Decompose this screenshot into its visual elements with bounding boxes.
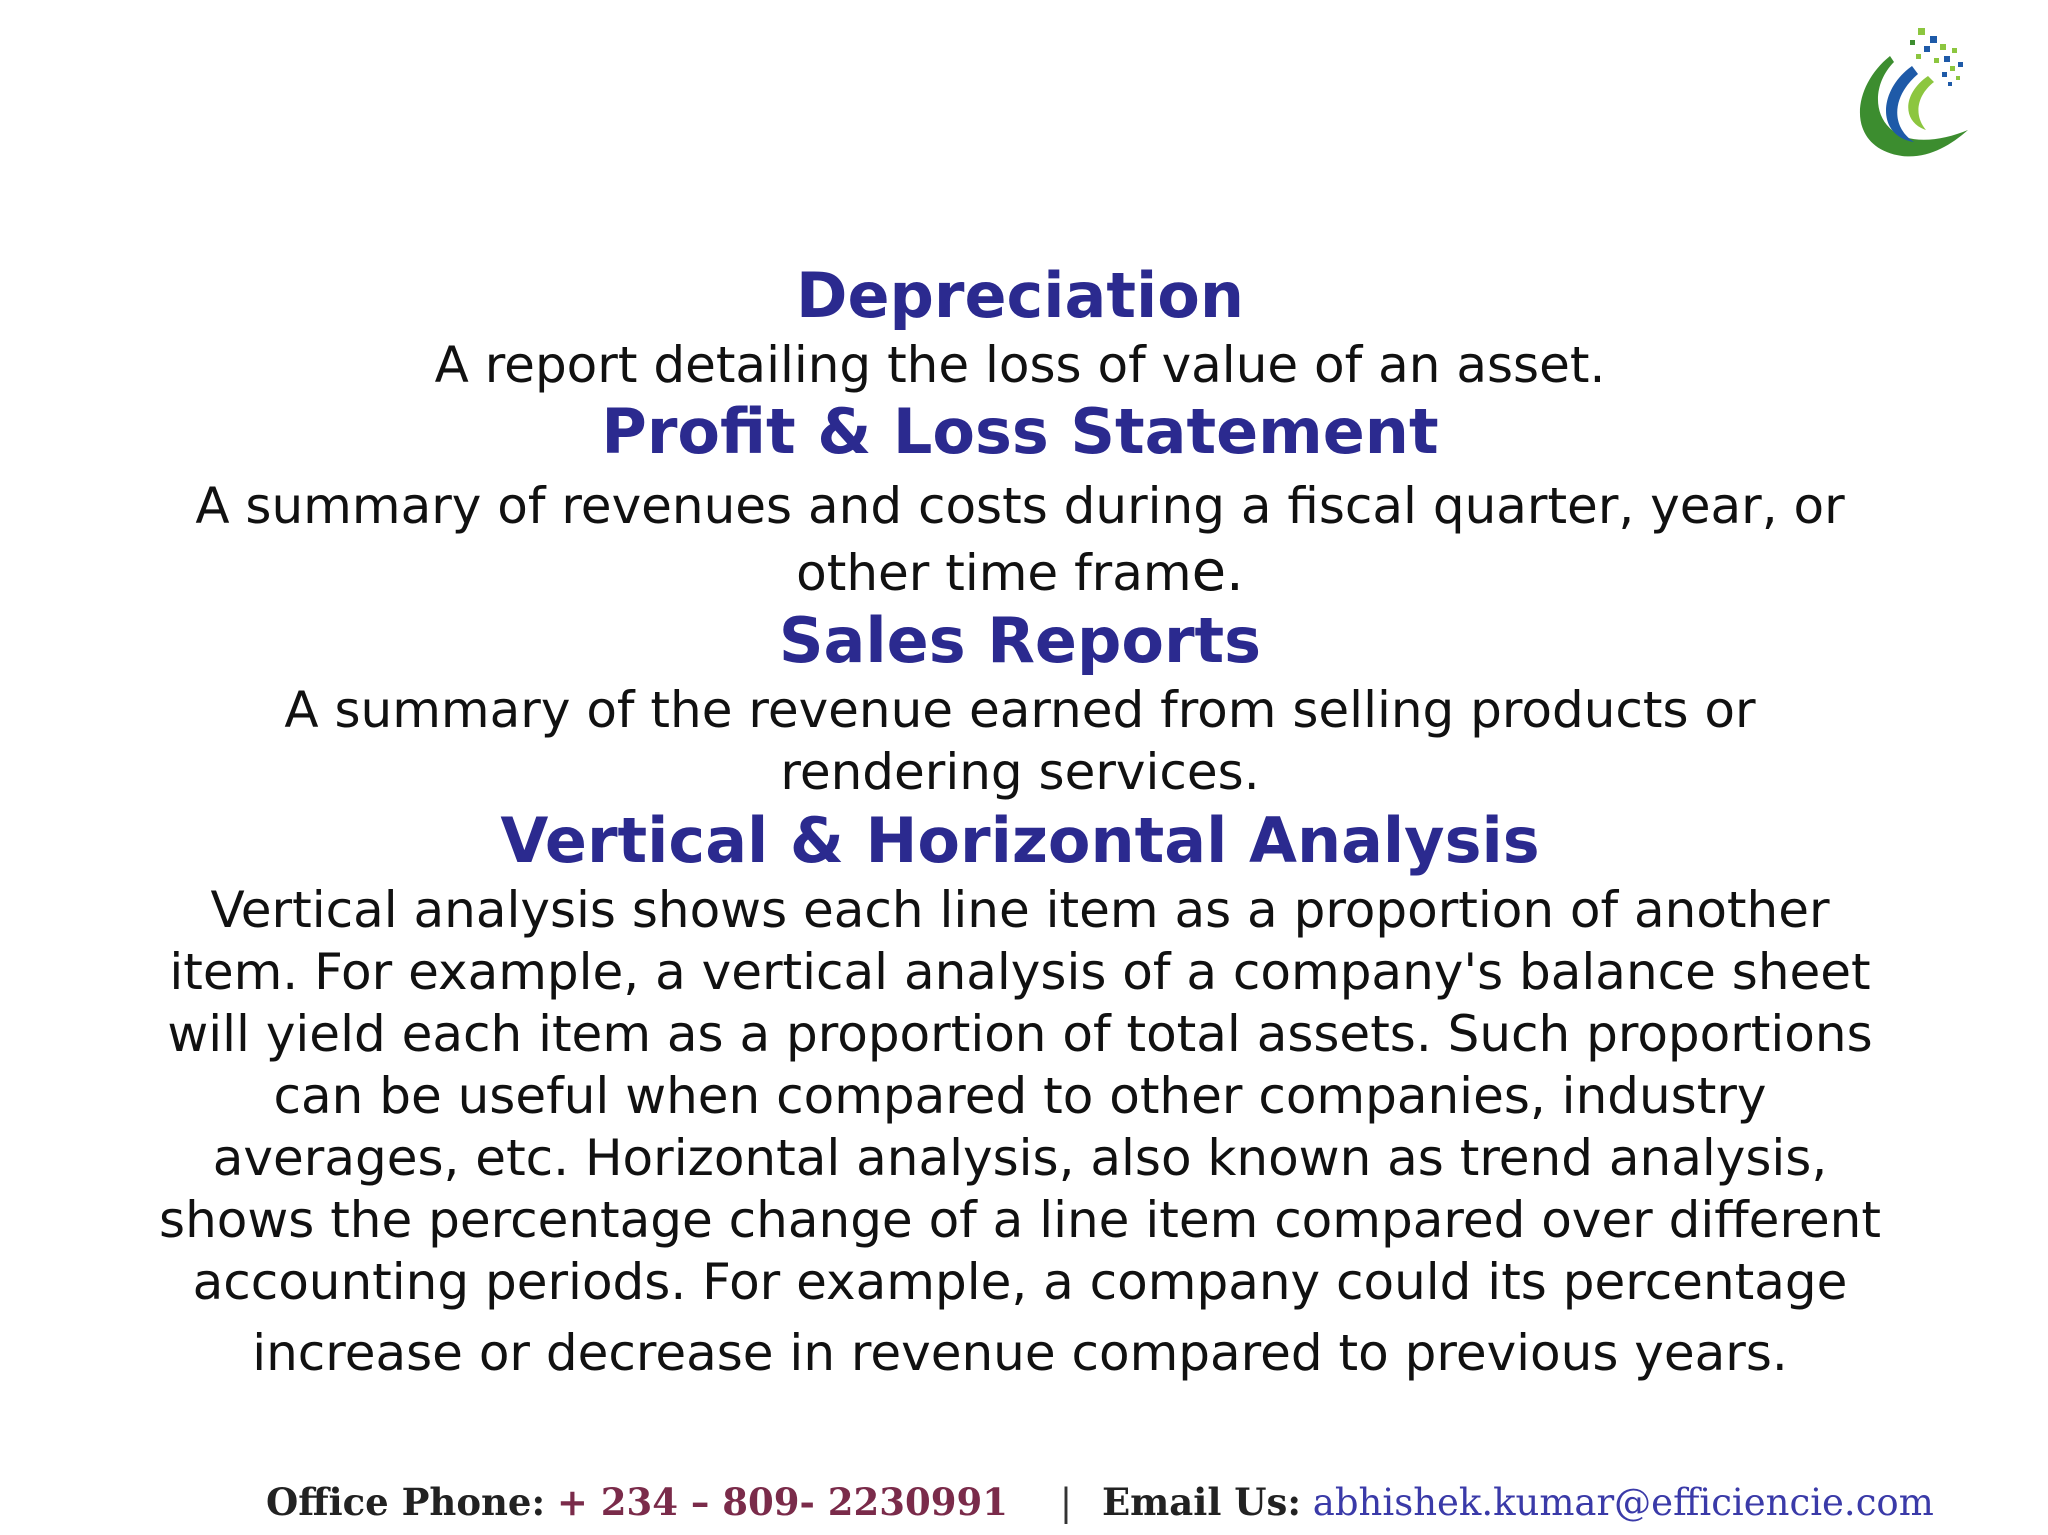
report-types-content: Depreciation A report detailing the loss… bbox=[110, 258, 1930, 1393]
profit-loss-line2-prefix: other time fram bbox=[796, 544, 1192, 602]
email-link[interactable]: abhishek.kumar@efficiencie.com bbox=[1312, 1481, 1934, 1524]
phone-number[interactable]: + 234 – 809- 2230991 bbox=[556, 1480, 1008, 1524]
analysis-line-3: will yield each item as a proportion of … bbox=[167, 1005, 1873, 1063]
profit-loss-line2-suffix: e. bbox=[1191, 539, 1244, 604]
company-logo bbox=[1832, 18, 1982, 178]
contact-footer: Office Phone: + 234 – 809- 2230991 | Ema… bbox=[266, 1478, 2026, 1527]
section-text-sales-line2: rendering services. bbox=[780, 743, 1260, 801]
analysis-line-6: shows the percentage change of a line it… bbox=[159, 1191, 1881, 1249]
phone-label: Office Phone: bbox=[266, 1480, 546, 1524]
analysis-line-2: item. For example, a vertical analysis o… bbox=[169, 943, 1871, 1001]
section-text-depreciation: A report detailing the loss of value of … bbox=[434, 336, 1606, 394]
section-title-sales-reports: Sales Reports bbox=[778, 604, 1262, 677]
section-text-profit-loss-line1: A summary of revenues and costs during a… bbox=[195, 477, 1845, 535]
email-label: Email Us: bbox=[1101, 1480, 1302, 1524]
section-title-depreciation: Depreciation bbox=[796, 259, 1244, 332]
section-title-profit-loss: Profit & Loss Statement bbox=[601, 395, 1439, 468]
section-text-sales-line1: A summary of the revenue earned from sel… bbox=[284, 681, 1756, 739]
analysis-line-8: increase or decrease in revenue compared… bbox=[252, 1324, 1788, 1382]
footer-separator: | bbox=[1059, 1481, 1073, 1524]
analysis-line-1: Vertical analysis shows each line item a… bbox=[210, 881, 1830, 939]
section-text-profit-loss-line2: other time frame. bbox=[110, 542, 1930, 603]
efficiencie-swoosh-logo-icon bbox=[1859, 28, 1968, 157]
section-title-vertical-horizontal: Vertical & Horizontal Analysis bbox=[500, 804, 1540, 877]
analysis-line-4: can be useful when compared to other com… bbox=[273, 1067, 1767, 1125]
analysis-line-5: averages, etc. Horizontal analysis, also… bbox=[212, 1129, 1828, 1187]
analysis-line-7: accounting periods. For example, a compa… bbox=[192, 1253, 1848, 1311]
